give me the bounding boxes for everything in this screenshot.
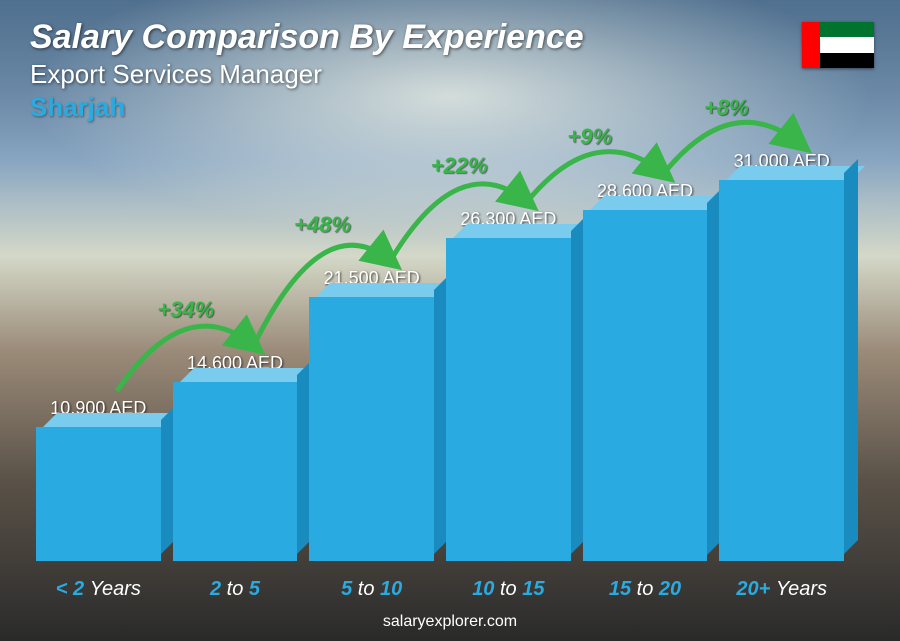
flag-horizontal-stripes [820, 22, 874, 68]
bars-area: 10,900 AED14,600 AED21,500 AED26,300 AED… [30, 160, 850, 561]
bar [446, 238, 571, 561]
bar [719, 180, 844, 561]
growth-arc-label: +8% [704, 95, 749, 121]
x-axis-label: 20+ Years [719, 578, 844, 601]
bar [583, 210, 708, 562]
bar-group: 26,300 AED [446, 209, 571, 561]
bar [173, 382, 298, 561]
growth-arc-label: +9% [567, 124, 612, 150]
growth-arc-label: +48% [294, 212, 351, 238]
bar-side-face [844, 159, 858, 554]
bar-group: 31,000 AED [719, 151, 844, 561]
bar-group: 14,600 AED [173, 353, 298, 561]
x-axis-label: 2 to 5 [173, 578, 298, 601]
flag-white-stripe [820, 37, 874, 52]
x-axis: < 2 Years 2 to 5 5 to 10 10 to 15 15 to 20 20… [30, 578, 850, 601]
chart-title: Salary Comparison By Experience [30, 18, 870, 57]
bar-group: 21,500 AED [309, 268, 434, 561]
x-axis-label: 5 to 10 [309, 578, 434, 601]
footer-credit: salaryexplorer.com [0, 613, 900, 631]
x-axis-label: < 2 Years [36, 578, 161, 601]
chart-subtitle: Export Services Manager [30, 59, 870, 90]
growth-arc-label: +22% [431, 153, 488, 179]
bar [36, 427, 161, 561]
bar-group: 10,900 AED [36, 398, 161, 561]
x-axis-label: 15 to 20 [583, 578, 708, 601]
bar [309, 297, 434, 561]
growth-arc-label: +34% [157, 297, 214, 323]
salary-chart: Salary Comparison By Experience Export S… [0, 0, 900, 641]
uae-flag-icon [802, 22, 874, 68]
flag-red-stripe [802, 22, 820, 68]
flag-green-stripe [820, 22, 874, 37]
flag-black-stripe [820, 53, 874, 68]
x-axis-label: 10 to 15 [446, 578, 571, 601]
bar-group: 28,600 AED [583, 181, 708, 562]
